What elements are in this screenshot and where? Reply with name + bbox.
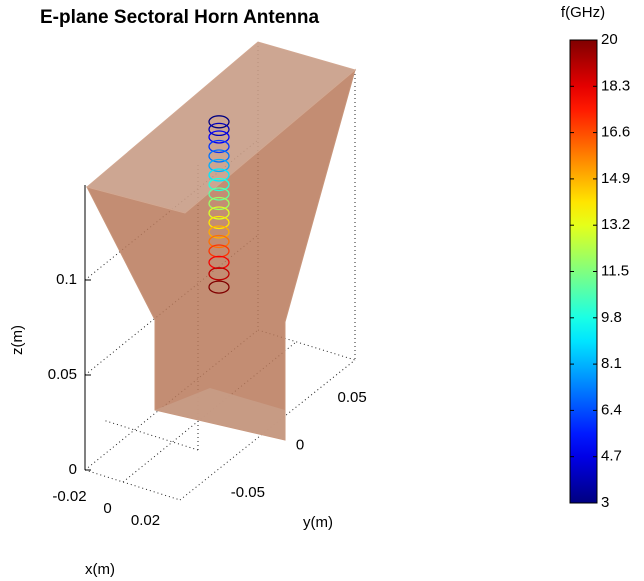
colorbar-tick-label: 20 (601, 31, 618, 48)
phase-center-ring (208, 158, 230, 173)
z-axis-label: z(m) (9, 325, 26, 355)
y-tick-label: 0.05 (338, 389, 367, 406)
phase-center-ring (208, 206, 230, 220)
colorbar-tick-label: 18.3 (601, 77, 630, 94)
z-tick-label: 0 (69, 461, 77, 478)
z-tick-label: 0.05 (48, 366, 77, 383)
phase-center-ring (208, 187, 230, 201)
colorbar (569, 39, 598, 504)
phase-center-ring (208, 177, 230, 192)
phase-center-ring (208, 130, 230, 144)
colorbar-label: f(GHz) (561, 4, 605, 21)
colorbar-tick-label: 9.8 (601, 309, 622, 326)
z-tick-label: 0.1 (56, 271, 77, 288)
phase-center-ring (208, 115, 230, 129)
colorbar-tick-label: 3 (601, 494, 609, 511)
phase-center-ring (208, 280, 230, 294)
phase-center-ring (208, 267, 230, 281)
phase-center-ring (208, 139, 230, 154)
phase-center-ring (208, 234, 230, 249)
phase-center-ring (208, 215, 230, 230)
colorbar-tick-label: 16.6 (601, 124, 630, 141)
colorbar-tick-label: 13.2 (601, 216, 630, 233)
phase-center-ring (208, 122, 230, 137)
phase-center-ring (208, 168, 230, 182)
phase-center-ring (208, 225, 230, 239)
y-tick-label: -0.05 (231, 484, 265, 501)
phase-center-ring (208, 196, 230, 211)
chart-title: E-plane Sectoral Horn Antenna (40, 7, 319, 28)
colorbar-tick-label: 14.9 (601, 170, 630, 187)
colorbar-tick-label: 11.5 (601, 262, 629, 279)
colorbar-tick-label: 4.7 (601, 448, 622, 465)
y-axis-label: y(m) (303, 514, 333, 531)
x-axis-label: x(m) (85, 561, 115, 578)
colorbar-tick-label: 8.1 (601, 355, 622, 372)
phase-center-ring (208, 149, 230, 163)
x-tick-label: 0.02 (131, 512, 160, 529)
colorbar-tick-label: 6.4 (601, 401, 622, 418)
y-tick-label: 0 (296, 436, 304, 453)
x-tick-label: 0 (103, 500, 111, 517)
x-tick-label: -0.02 (52, 488, 86, 505)
